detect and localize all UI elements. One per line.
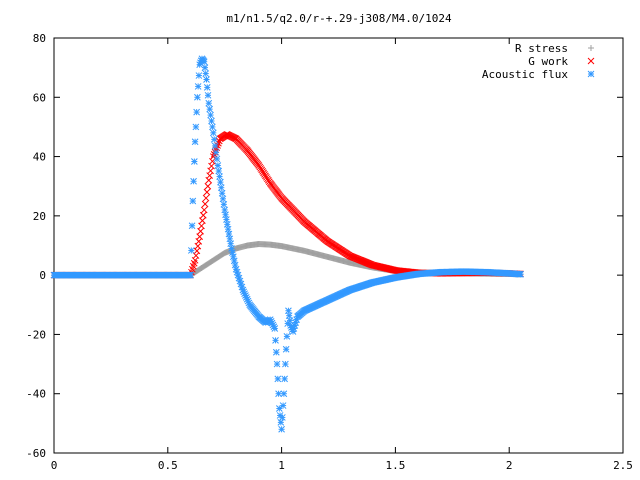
legend-label: G work [528, 55, 568, 68]
series-1 [50, 130, 524, 279]
y-tick-label: 40 [33, 151, 46, 164]
data-point [279, 402, 287, 409]
y-tick-label: 80 [33, 32, 46, 45]
data-point [277, 419, 285, 426]
data-point [194, 83, 202, 90]
data-point [210, 136, 218, 143]
data-point [212, 149, 220, 156]
y-tick-label: 20 [33, 210, 46, 223]
x-tick-label: 2 [506, 459, 513, 472]
data-point [282, 360, 289, 368]
plot-frame [53, 37, 624, 454]
data-point [188, 222, 196, 230]
data-point [213, 155, 221, 163]
data-point [271, 325, 279, 332]
data-point [278, 425, 285, 433]
data-point [219, 195, 227, 203]
data-point [199, 217, 206, 224]
data-point [190, 177, 197, 185]
data-point [187, 271, 194, 279]
data-point [206, 105, 214, 113]
data-point [203, 84, 211, 91]
data-point [272, 348, 280, 356]
data-point [281, 375, 288, 383]
data-point [200, 58, 208, 66]
x-tick-label: 1.5 [385, 459, 405, 472]
y-tick-label: -40 [26, 388, 46, 401]
data-point [202, 194, 210, 202]
data-point [215, 167, 223, 175]
data-point [193, 108, 200, 116]
data-point [229, 253, 237, 261]
data-point [211, 142, 219, 150]
data-point [203, 76, 210, 83]
data-point [203, 188, 211, 196]
data-point [279, 414, 286, 421]
legend-marker [588, 45, 594, 51]
y-tick-label: 60 [33, 91, 46, 104]
data-point [207, 111, 214, 119]
data-point [217, 184, 225, 192]
data-point [198, 222, 205, 230]
y-tick-label: 0 [39, 269, 46, 282]
chart-title: m1/n1.5/q2.0/r-+.29-j308/M4.0/1024 [226, 12, 452, 25]
series-layer [50, 55, 524, 433]
data-point [214, 162, 222, 169]
data-point [230, 257, 238, 265]
data-point [204, 182, 212, 190]
axis-ticks: 0 0.5 1 1.5 2 2.5 80 60 40 20 0 -20 -40 -60 [26, 32, 633, 472]
data-point [187, 247, 195, 254]
data-point [191, 138, 199, 146]
data-point [275, 390, 282, 398]
data-point [231, 261, 239, 269]
data-point [194, 93, 201, 101]
data-point [200, 206, 208, 214]
x-tick-label: 0.5 [158, 459, 178, 472]
data-point [218, 189, 226, 197]
legend-label: Acoustic flux [482, 68, 568, 81]
data-point [201, 64, 209, 71]
data-point [220, 201, 228, 208]
legend-marker [587, 57, 595, 65]
legend-label: R stress [515, 42, 568, 55]
data-point [280, 390, 288, 398]
data-point [192, 123, 200, 131]
data-point [216, 173, 223, 180]
data-point [190, 158, 198, 165]
data-point [209, 129, 217, 137]
data-point [517, 270, 524, 278]
data-point [199, 211, 207, 219]
data-point [205, 99, 213, 107]
data-point [222, 211, 229, 219]
data-point [217, 178, 224, 186]
data-point [201, 200, 209, 208]
data-point [275, 405, 283, 412]
data-point [202, 70, 210, 77]
data-point [274, 375, 282, 383]
data-point [228, 245, 235, 252]
data-point [196, 233, 204, 240]
y-tick-label: -20 [26, 328, 46, 341]
data-point [272, 337, 279, 344]
x-tick-label: 2.5 [613, 459, 633, 472]
data-point [208, 117, 215, 125]
x-tick-label: 1 [278, 459, 285, 472]
x-tick-label: 0 [51, 459, 58, 472]
data-point [189, 197, 197, 205]
data-point [195, 72, 203, 79]
data-point [282, 345, 290, 353]
data-point [283, 333, 291, 340]
data-point [204, 91, 212, 99]
data-point [229, 249, 236, 256]
y-tick-label: -60 [26, 447, 46, 460]
series-2 [50, 55, 524, 433]
data-point [197, 227, 204, 235]
data-point [209, 123, 216, 131]
data-point [273, 360, 281, 368]
legend-marker [587, 70, 595, 78]
